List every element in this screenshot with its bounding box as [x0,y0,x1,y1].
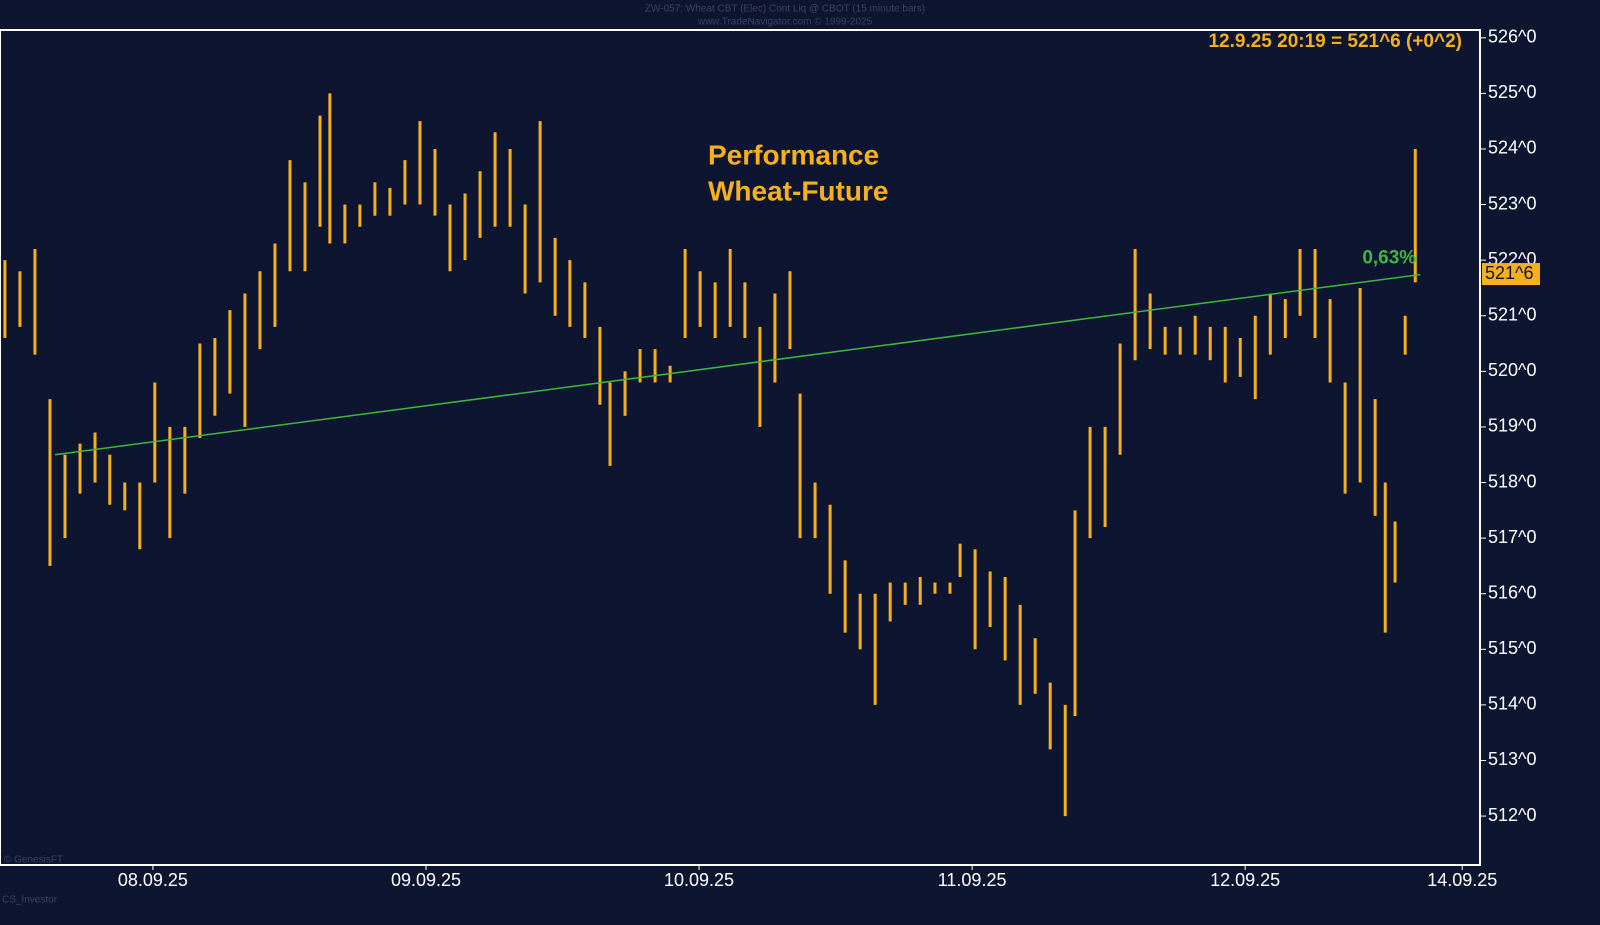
plot-frame [0,29,1481,866]
y-tick-label: 524^0 [1488,138,1537,158]
y-tick-label: 513^0 [1488,749,1537,769]
trend-label: 0,63% [1362,248,1416,269]
y-tick-label: 517^0 [1488,527,1537,547]
y-tick-label: 512^0 [1488,805,1537,825]
y-tick-label: 523^0 [1488,193,1537,213]
y-tick-label: 525^0 [1488,82,1537,102]
x-tick-label: 09.09.25 [391,870,461,890]
credit: © GenesisFT [4,855,63,866]
y-tick-label: 520^0 [1488,360,1537,380]
y-tick-label: 519^0 [1488,416,1537,436]
author: CS_Investor [2,895,58,906]
annotation: Performance [708,139,879,170]
x-tick-label: 08.09.25 [118,870,188,890]
chart-title: ZW-057: Wheat CBT (Elec) Cont Liq @ CBOT… [645,4,925,15]
y-tick-label: 514^0 [1488,694,1537,714]
y-tick-label: 521^0 [1488,304,1537,324]
y-tick-label: 518^0 [1488,471,1537,491]
y-tick-label: 526^0 [1488,27,1537,47]
x-tick-label: 10.09.25 [664,870,734,890]
quote: 12.9.25 20:19 = 521^6 (+0^2) [1208,31,1462,52]
x-tick-label: 11.09.25 [938,870,1007,890]
chart-subtitle: www.TradeNavigator.com © 1999-2025 [697,17,873,28]
x-tick-label: 12.09.25 [1210,870,1280,890]
last-price-box [1482,263,1540,286]
last-price-label: 521^6 [1485,263,1534,283]
trend-line [54,273,1421,456]
annotation: Wheat-Future [708,175,888,206]
y-tick-label: 516^0 [1488,582,1537,602]
y-tick-label: 515^0 [1488,638,1537,658]
x-tick-label: 14.09.25 [1427,870,1497,890]
